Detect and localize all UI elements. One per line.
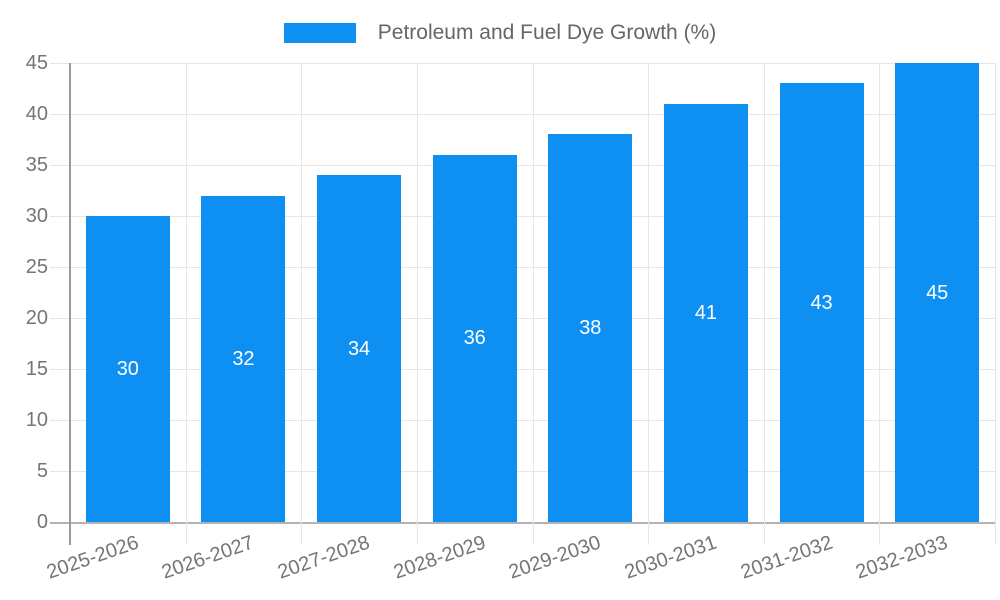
bar-2026-2027: 32 [201,195,286,522]
bar-value-label: 32 [232,347,255,370]
h-gridline [50,216,995,217]
y-tick-label: 0 [36,511,48,533]
v-gridline [301,63,303,545]
y-tick-label: 35 [25,154,48,176]
h-gridline [50,471,995,472]
bar-value-label: 41 [694,301,718,324]
bar-value-label: 43 [810,291,833,314]
h-gridline [50,63,995,64]
v-gridline [879,63,881,545]
h-gridline [50,165,995,166]
bar-value-label: 34 [347,337,371,360]
v-gridline [416,63,418,545]
bar-2031-2032: 43 [779,83,864,522]
v-gridline [532,63,534,545]
bar-value-label: 30 [116,358,139,380]
legend-label: Petroleum and Fuel Dye Growth (%) [377,21,717,44]
x-axis-baseline [50,522,995,524]
bar-value-label: 38 [579,317,602,340]
y-tick-label: 5 [36,460,48,482]
bar-2029-2030: 38 [548,134,633,522]
h-gridline [50,267,995,268]
h-gridline [50,114,995,115]
y-tick-label: 30 [25,205,48,227]
y-axis-line [69,63,71,545]
y-tick-label: 20 [25,307,48,329]
bar-2032-2033: 45 [895,63,980,522]
y-tick-label: 40 [25,103,48,125]
bar-value-label: 36 [463,327,486,350]
h-gridline [50,318,995,319]
legend: Petroleum and Fuel Dye Growth (%) [0,21,1000,45]
y-tick-label: 15 [25,358,48,380]
legend-swatch-icon [283,23,356,43]
v-gridline [763,63,765,545]
bar-2028-2029: 36 [432,154,517,522]
h-gridline [50,369,995,370]
bar-value-label: 45 [926,281,949,304]
h-gridline [50,420,995,421]
v-gridline [995,63,996,545]
bar-2030-2031: 41 [663,103,748,522]
bar-2025-2026: 30 [85,216,170,522]
v-gridline [648,63,650,545]
v-gridline [185,63,187,545]
bar-2027-2028: 34 [317,175,402,522]
y-tick-label: 25 [25,256,48,278]
y-tick-label: 45 [25,52,48,74]
y-tick-label: 10 [25,409,48,431]
